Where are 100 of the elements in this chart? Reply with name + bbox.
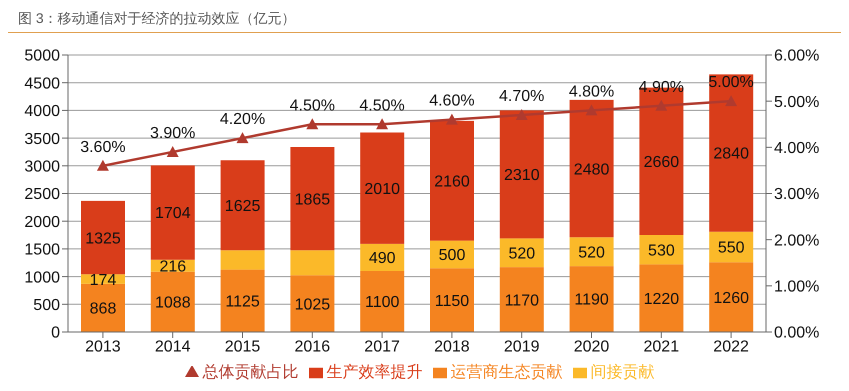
data-label: 1125: [225, 294, 260, 311]
data-label: 1025: [294, 296, 330, 314]
bar: [570, 100, 614, 238]
data-label: 1150: [434, 292, 470, 310]
data-label: 174: [90, 272, 116, 289]
data-label: 4.60%: [429, 92, 475, 110]
x-tick-label: 2019: [504, 338, 540, 356]
bar: [290, 250, 334, 276]
data-label: 3.90%: [150, 124, 196, 142]
point: [96, 160, 109, 171]
point: [586, 104, 598, 116]
x-tick-label: 2020: [574, 338, 610, 356]
x-tick-label: 2018: [434, 338, 470, 356]
y-tick-label: 1500: [24, 242, 60, 259]
data-label: 868: [90, 300, 116, 318]
x-tick-label: 2014: [154, 338, 191, 356]
data-label: 3.60%: [80, 138, 126, 156]
bar: [81, 200, 125, 274]
data-label: 5.00%: [708, 74, 754, 92]
x-tick-label: 2022: [713, 338, 749, 356]
y-tick-label: 2500: [24, 186, 60, 204]
bar: [430, 268, 474, 332]
y2-tick-label: 1.00%: [774, 278, 820, 296]
data-label: 1170: [504, 292, 540, 310]
chart-title: 图 3：移动通信对于经济的拉动效应（亿元）: [8, 8, 841, 33]
point: [655, 100, 668, 111]
data-label: 216: [159, 258, 186, 276]
bar: [220, 160, 265, 250]
point: [236, 132, 248, 144]
data-label: 4.50%: [290, 97, 335, 114]
y-tick-label: 0: [51, 324, 60, 342]
data-label: 1260: [713, 290, 750, 307]
data-label: 2010: [364, 180, 400, 198]
data-label: 550: [718, 240, 745, 257]
x-tick-label: 2017: [364, 338, 400, 356]
y2-tick-label: 0.00%: [774, 324, 820, 342]
data-label: 2160: [434, 173, 470, 190]
y-tick-label: 3500: [24, 130, 60, 148]
data-label: 530: [648, 242, 675, 260]
y2-tick-label: 5.00%: [774, 94, 820, 111]
data-label: 1865: [294, 191, 330, 208]
bar: [709, 74, 754, 232]
y-tick-label: 500: [33, 296, 60, 314]
data-label: 1220: [644, 290, 680, 308]
x-tick-label: 2013: [85, 338, 121, 356]
data-label: 2840: [713, 146, 750, 163]
data-label: 4.50%: [359, 97, 405, 114]
bar: [360, 132, 404, 244]
data-label: 4.80%: [568, 83, 614, 100]
bar: [290, 275, 334, 332]
data-label: 1704: [155, 205, 191, 222]
data-label: 1190: [574, 292, 609, 309]
y2-tick-label: 2.00%: [774, 232, 820, 250]
data-label: 4.70%: [499, 88, 544, 106]
bar: [150, 272, 195, 332]
y-tick-label: 4000: [24, 103, 60, 120]
y-tick-label: 1000: [24, 269, 60, 286]
data-label: 1088: [155, 294, 191, 312]
data-label: 1100: [364, 294, 400, 312]
point: [306, 118, 318, 130]
data-label: 2310: [504, 167, 540, 184]
point: [166, 146, 179, 157]
bar: [220, 270, 265, 332]
bar: [150, 165, 195, 260]
bar: [220, 250, 265, 270]
bar: [81, 284, 125, 332]
point: [516, 109, 528, 120]
legend-label: 运营商生态贡献: [450, 364, 562, 381]
legend-label: 间接贡献: [590, 364, 654, 381]
x-tick-label: 2016: [294, 338, 330, 356]
bar: [290, 146, 334, 250]
y-tick-label: 5000: [24, 48, 60, 65]
data-label: 520: [578, 244, 606, 262]
bar: [500, 110, 544, 238]
bar: [500, 267, 544, 332]
legend-label: 总体贡献占比: [202, 364, 298, 381]
data-label: 2660: [644, 154, 680, 172]
data-label: 500: [438, 247, 466, 264]
data-label: 490: [368, 250, 396, 268]
y2-tick-label: 6.00%: [774, 48, 820, 65]
data-label: 520: [508, 245, 536, 262]
y2-tick-label: 3.00%: [774, 186, 820, 204]
bar: [709, 262, 754, 332]
data-label: 2480: [574, 161, 610, 178]
legend-label: 生产效率提升: [326, 364, 422, 381]
y-tick-label: 2000: [24, 214, 60, 231]
x-tick-label: 2021: [644, 338, 680, 356]
y-tick-label: 3000: [24, 158, 60, 176]
x-tick-label: 2015: [224, 338, 260, 356]
y2-tick-label: 4.00%: [774, 140, 820, 158]
point: [446, 114, 458, 125]
data-label: 1625: [224, 198, 260, 215]
bar: [639, 264, 684, 332]
bar: [430, 120, 474, 241]
point: [376, 118, 388, 130]
y-tick-label: 4500: [24, 75, 60, 92]
point: [725, 95, 738, 106]
bar: [570, 266, 614, 332]
data-label: 4.20%: [220, 111, 266, 128]
bar: [360, 271, 404, 332]
